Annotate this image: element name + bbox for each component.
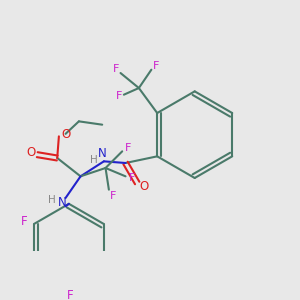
Text: N: N — [98, 146, 106, 160]
Text: O: O — [62, 128, 71, 141]
Text: F: F — [116, 92, 122, 101]
Text: F: F — [67, 289, 74, 300]
Text: O: O — [26, 146, 35, 159]
Text: H: H — [48, 195, 56, 205]
Text: F: F — [113, 64, 120, 74]
Text: H: H — [90, 155, 98, 165]
Text: F: F — [21, 215, 28, 228]
Text: F: F — [129, 173, 135, 183]
Text: N: N — [58, 196, 67, 209]
Text: F: F — [125, 143, 131, 153]
Text: F: F — [110, 191, 116, 201]
Text: F: F — [153, 61, 160, 70]
Text: O: O — [139, 180, 148, 193]
